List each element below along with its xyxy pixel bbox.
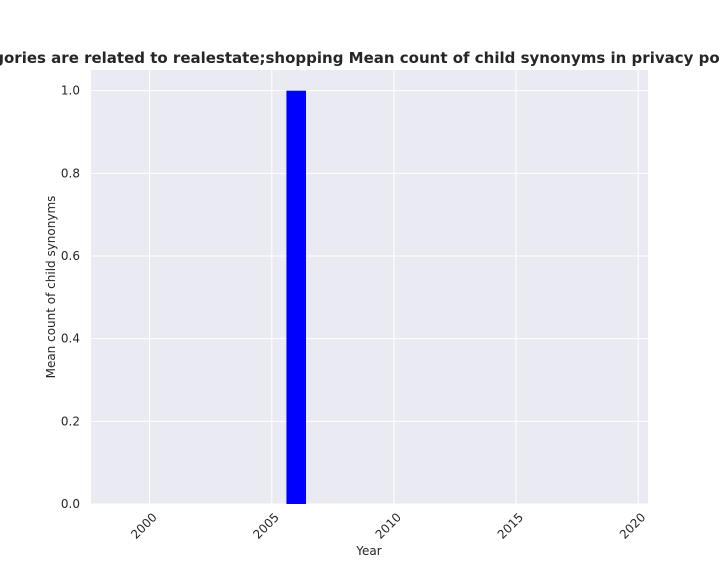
x-axis-label: Year (355, 544, 381, 558)
y-tick-label: 0.2 (61, 414, 80, 428)
y-tick-label: 0.0 (61, 497, 80, 511)
y-axis-label: Mean count of child synonyms (44, 196, 58, 379)
x-tick-label: 2020 (617, 510, 648, 541)
bars (286, 90, 306, 505)
grid (91, 70, 648, 505)
bar-2006 (286, 90, 306, 505)
x-tick-label: 2000 (128, 510, 159, 541)
chart-title: categories are related to realestate;sho… (0, 49, 720, 67)
x-tick-label: 2015 (495, 510, 526, 541)
x-tick-label: 2010 (373, 510, 404, 541)
y-tick-label: 0.8 (61, 166, 80, 180)
x-axis-ticks: 2000 2005 2010 2015 2020 (128, 510, 648, 541)
y-tick-label: 0.4 (61, 332, 80, 346)
x-tick-label: 2005 (250, 510, 281, 541)
y-axis-ticks: 0.0 0.2 0.4 0.6 0.8 1.0 (61, 84, 80, 511)
y-tick-label: 1.0 (61, 84, 80, 98)
plot-area (91, 70, 648, 504)
y-tick-label: 0.6 (61, 249, 80, 263)
